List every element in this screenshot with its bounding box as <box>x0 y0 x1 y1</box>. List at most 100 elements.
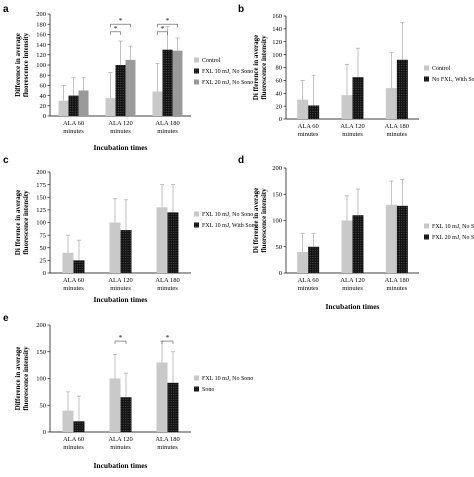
significance-star: * <box>166 334 170 342</box>
legend-swatch <box>424 76 429 82</box>
y-tick-label: 80 <box>40 72 47 79</box>
y-tick-label: 100 <box>36 220 46 227</box>
x-tick-label: ALA 60 <box>63 120 84 127</box>
legend-swatch <box>424 234 429 240</box>
y-axis-title-line: fluorescence intensity <box>22 32 30 97</box>
x-tick-label: minutes <box>110 128 131 135</box>
y-tick-label: 50 <box>40 245 47 252</box>
y-axis-title-line: fluorescence intensity <box>260 35 268 100</box>
x-tick-label: ALA 180 <box>155 436 179 443</box>
x-tick-label: minutes <box>63 285 84 292</box>
significance-star: * <box>114 25 118 33</box>
y-tick-label: 0 <box>43 113 46 120</box>
legend-swatch <box>194 57 199 63</box>
y-axis-title-line: Difference in average <box>14 33 22 97</box>
x-tick-label: ALA 180 <box>155 120 179 127</box>
x-tick-label: ALA 120 <box>108 277 132 284</box>
bar <box>109 222 121 273</box>
significance-bracket <box>157 23 178 28</box>
y-tick-label: 140 <box>36 42 46 49</box>
y-tick-label: 200 <box>36 322 46 329</box>
significance-bracket <box>114 340 127 345</box>
y-tick-label: 50 <box>276 244 283 251</box>
y-tick-label: 140 <box>272 26 282 33</box>
y-tick-label: 200 <box>272 165 282 172</box>
bar <box>297 252 309 273</box>
legend-label: FXL 10 mJ, No Sono <box>202 376 253 382</box>
legend-label: FXL 10 mJ, No Sono <box>432 224 474 230</box>
bar <box>308 105 320 119</box>
bar <box>120 397 132 432</box>
x-tick-label: minutes <box>157 444 178 451</box>
y-tick-label: 100 <box>272 52 282 59</box>
significance-bracket <box>110 31 121 35</box>
bar <box>109 378 121 432</box>
legend-swatch <box>194 211 199 217</box>
panel-a: a 0 20 40 60 80 100 120 140 160 180 200 Difference i… <box>3 4 253 152</box>
panel-letter-a: a <box>3 4 9 15</box>
significance-star: * <box>119 17 123 25</box>
y-axis-title-line: Di fference in average <box>14 190 22 255</box>
bar <box>385 88 397 119</box>
legend-label: No FXL, With Sono <box>432 77 474 83</box>
legend-label: Control <box>202 58 221 64</box>
x-axis-title: Incubation times <box>94 461 148 470</box>
x-axis-title: Incubation times <box>94 295 148 304</box>
y-tick-label: 20 <box>40 103 47 110</box>
x-tick-label: minutes <box>342 285 363 292</box>
bar <box>308 246 320 273</box>
significance-bracket <box>161 340 174 345</box>
y-tick-label: 160 <box>36 32 46 39</box>
y-tick-label: 25 <box>40 258 47 265</box>
x-tick-label: ALA 60 <box>298 277 319 284</box>
x-tick-label: minutes <box>63 128 84 135</box>
x-tick-label: minutes <box>387 285 408 292</box>
bar <box>105 98 116 116</box>
panel-letter-c: c <box>3 155 9 166</box>
legend-label: Sono <box>202 387 214 393</box>
bar <box>341 220 353 273</box>
x-tick-label: minutes <box>298 131 319 138</box>
bar <box>62 252 74 273</box>
x-tick-label: ALA 180 <box>385 277 409 284</box>
legend-label: Control <box>432 66 451 72</box>
bar <box>68 95 79 116</box>
x-axis-title: Incubation times <box>94 143 148 152</box>
x-axis-title: Incubation times <box>326 302 380 311</box>
bar <box>120 230 132 273</box>
y-tick-label: 120 <box>36 52 46 59</box>
x-tick-label: ALA 180 <box>385 123 409 130</box>
legend-label: FXL 20 mJ, No Sono <box>202 80 253 86</box>
panel-d: d 0 50 100 150 200 Di fference in average fluor… <box>238 155 474 311</box>
y-tick-label: 60 <box>276 78 283 85</box>
x-tick-label: minutes <box>157 285 178 292</box>
legend-label: FXL 10 mJ, With Sono <box>202 223 258 229</box>
bar <box>73 260 85 273</box>
y-tick-label: 20 <box>276 103 283 110</box>
y-tick-label: 175 <box>36 182 46 189</box>
y-tick-label: 80 <box>276 65 283 72</box>
y-tick-label: 0 <box>43 270 46 277</box>
bar <box>167 382 179 432</box>
y-axis-title-line: fluorescence intensity <box>260 188 268 253</box>
bar <box>396 205 408 273</box>
y-tick-label: 125 <box>36 207 46 214</box>
x-tick-label: minutes <box>63 444 84 451</box>
y-tick-label: 200 <box>36 11 46 18</box>
bar <box>156 362 168 432</box>
bar <box>156 207 168 273</box>
y-axis-title: Di fference in average fluorescence inten… <box>14 190 30 255</box>
x-tick-label: minutes <box>110 444 131 451</box>
panel-letter-e: e <box>3 313 9 324</box>
x-tick-label: minutes <box>387 131 408 138</box>
legend-label: FXL 10 mJ, No Sono <box>202 69 253 75</box>
legend-label: FXL 20 mJ, No Sono <box>432 235 474 241</box>
bar <box>125 59 136 116</box>
bar <box>152 91 163 116</box>
x-tick-label: ALA 120 <box>340 277 364 284</box>
panel-letter-d: d <box>238 155 244 166</box>
y-tick-label: 75 <box>40 232 47 239</box>
y-tick-label: 40 <box>276 90 283 97</box>
y-tick-label: 0 <box>43 429 46 436</box>
x-tick-label: minutes <box>110 285 131 292</box>
